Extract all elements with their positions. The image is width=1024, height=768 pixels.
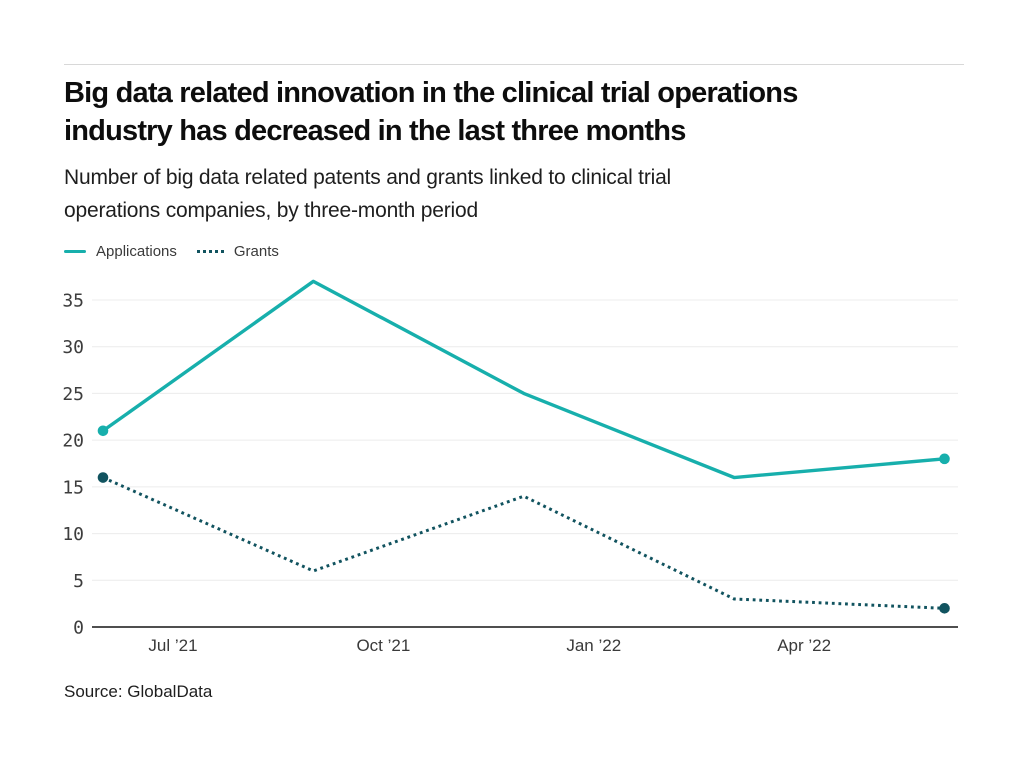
legend-label-grants: Grants [233, 243, 279, 260]
chart-subtitle-line-1: Number of big data related patents and g… [64, 166, 672, 189]
chart-subtitle-line-2: operations companies, by three-month per… [64, 199, 478, 222]
y-tick-label: 5 [73, 571, 84, 592]
x-tick-label: Jul ’21 [148, 636, 197, 655]
grants-line [102, 476, 945, 610]
grants-line-swatch [196, 250, 224, 253]
grants-endpoint-marker [97, 472, 109, 483]
legend-item-grants: Grants [196, 243, 279, 260]
x-tick-label: Apr ’22 [777, 636, 831, 655]
y-tick-label: 25 [62, 384, 84, 405]
y-tick-label: 10 [62, 524, 84, 545]
y-tick-label: 20 [62, 431, 84, 452]
chart-svg: 0 5 10 15 20 25 30 35 Jul ’21 Oct ’21 Jan ’22 Apr ’… [62, 279, 958, 655]
y-tick-label: 15 [62, 477, 84, 498]
source-text: Source: GlobalData [64, 682, 213, 701]
legend-label-applications: Applications [96, 243, 177, 260]
x-tick-label: Oct ’21 [356, 636, 410, 655]
x-tick-label: Jan ’22 [566, 636, 621, 655]
applications-line-swatch [64, 250, 86, 253]
y-tick-label: 30 [62, 337, 84, 358]
applications-endpoint-marker [939, 453, 950, 465]
chart-subtitle: Number of big data related patents and g… [64, 161, 671, 227]
legend-item-applications: Applications [64, 243, 177, 260]
chart-title-line-2: industry has decreased in the last three… [64, 115, 686, 147]
chart-title-line-1: Big data related innovation in the clini… [64, 77, 798, 109]
top-divider [64, 64, 964, 65]
grants-endpoint-marker [939, 603, 950, 614]
y-tick-label: 35 [62, 291, 84, 312]
applications-line [101, 279, 947, 480]
y-tick-label: 0 [73, 618, 84, 639]
applications-endpoint-marker [97, 425, 109, 437]
chart-title: Big data related innovation in the clini… [64, 74, 798, 150]
chart-legend: Applications Grants [64, 243, 279, 260]
